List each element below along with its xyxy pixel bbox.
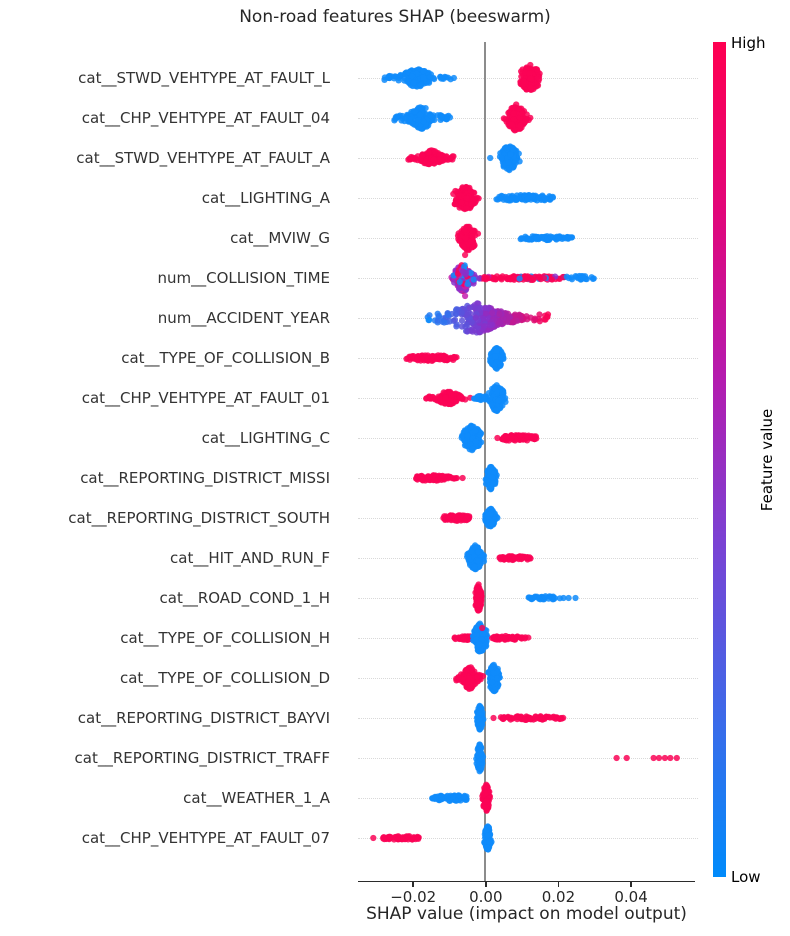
y-axis-label: cat__WEATHER_1_A [183,789,330,807]
colorbar-gradient [713,42,726,877]
x-tick-label: 0.00 [469,888,503,906]
feature-swarm-row [450,183,557,213]
colorbar-high-label: High [731,34,766,52]
feature-swarm-row [370,823,495,853]
gridline [358,678,698,679]
feature-swarm-row [381,61,543,93]
feature-swarm-row [453,661,503,695]
y-axis-label: cat__REPORTING_DISTRICT_BAYVI [77,709,330,727]
y-axis-label: cat__TYPE_OF_COLLISION_H [120,629,330,647]
feature-swarm-row [464,542,534,573]
feature-swarm-row [413,463,500,493]
y-axis-label: cat__CHP_VEHTYPE_AT_FAULT_04 [81,109,330,127]
feature-swarm-row [454,223,576,254]
feature-swarm-row [473,741,680,775]
y-axis-label: cat__STWD_VEHTYPE_AT_FAULT_L [78,69,330,87]
gridline [358,158,698,159]
y-axis-label: cat__REPORTING_DISTRICT_SOUTH [68,509,330,527]
zero-reference-line [484,42,486,881]
x-tick-mark [630,882,632,887]
x-tick-mark [485,882,487,887]
y-axis-label: cat__ROAD_COND_1_H [159,589,330,607]
y-axis-label: cat__LIGHTING_A [201,189,330,207]
feature-swarm-row [473,702,567,733]
y-axis-label: cat__TYPE_OF_COLLISION_B [121,349,330,367]
y-axis-label: cat__TYPE_OF_COLLISION_D [119,669,330,687]
y-axis-label: num__ACCIDENT_YEAR [157,309,330,327]
y-axis-label: cat__MVIW_G [230,229,330,247]
y-axis-label: cat__LIGHTING_C [201,429,330,447]
feature-swarm-row [423,382,509,415]
feature-swarm-row [451,620,532,655]
gridline [358,478,698,479]
x-tick-mark [557,882,560,887]
x-tick-mark [412,882,414,887]
feature-swarm-row [424,300,552,336]
colorbar-title: Feature value [758,408,776,512]
x-tick-label: 0.02 [541,888,576,906]
x-axis-line [358,881,695,883]
feature-swarm-row [472,581,579,614]
feature-swarm-row [391,101,534,134]
colorbar-low-label: Low [731,868,761,886]
gridline [358,798,698,799]
gridline [358,838,698,839]
x-tick-label: −0.02 [390,888,437,906]
y-axis-label: cat__REPORTING_DISTRICT_MISSI [80,469,330,487]
x-tick-label: 0.04 [614,888,648,906]
feature-swarm-row [458,422,540,454]
chart-title: Non-road features SHAP (beeswarm) [239,7,551,27]
gridline [358,398,698,399]
y-axis-label: cat__CHP_VEHTYPE_AT_FAULT_07 [81,829,330,847]
y-axis-label: cat__REPORTING_DISTRICT_TRAFF [74,749,330,767]
gridline [358,758,698,759]
feature-swarm-row [448,251,597,300]
feature-swarm-row [405,143,523,174]
y-axis-label: num__COLLISION_TIME [157,269,330,287]
gridline [358,358,698,359]
x-axis-title: SHAP value (impact on model output) [366,904,687,924]
feature-swarm-row [403,345,507,372]
gridline [358,518,698,519]
y-axis-label: cat__STWD_VEHTYPE_AT_FAULT_A [76,149,330,167]
feature-swarm-row [429,781,493,814]
y-axis-label: cat__CHP_VEHTYPE_AT_FAULT_01 [81,389,330,407]
feature-swarm-row [440,505,501,530]
y-axis-label: cat__HIT_AND_RUN_F [170,549,330,567]
